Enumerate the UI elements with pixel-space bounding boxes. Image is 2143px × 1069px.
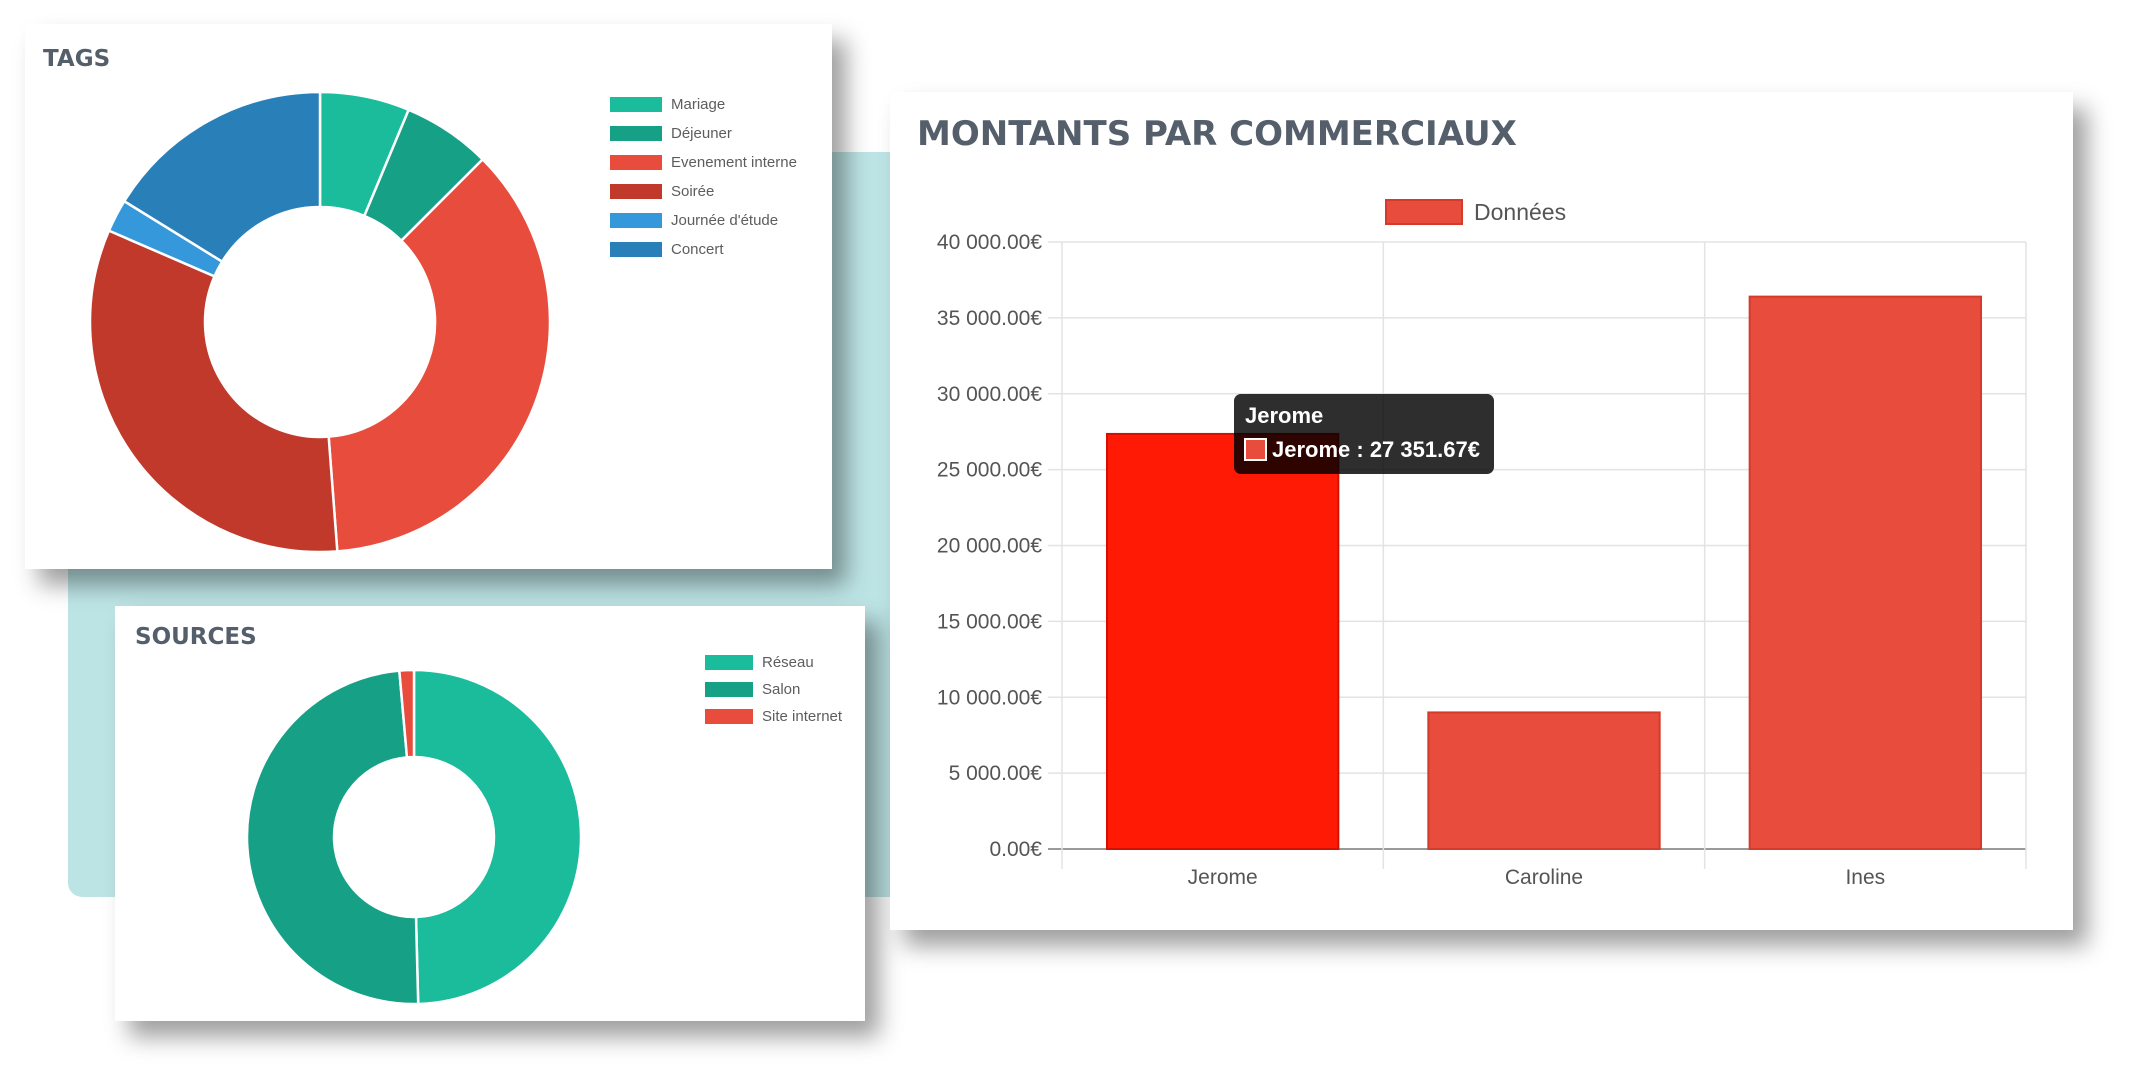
sources-card: SOURCES Réseau Salon Site internet — [115, 606, 865, 1021]
bar-caroline[interactable] — [1427, 711, 1661, 850]
tags-slice-concert[interactable] — [122, 90, 322, 264]
amounts-title: MONTANTS PAR COMMERCIAUX — [917, 114, 1517, 154]
tags-title: TAGS — [43, 46, 111, 72]
sources-legend-swatch — [705, 709, 753, 724]
tooltip-body: Jerome : 27 351.67€ — [1272, 437, 1480, 462]
tags-legend-label: Concert — [671, 241, 724, 258]
amounts-bar-chart[interactable]: 0.00€ 5 000.00€ 10 000.00€ 15 000.00€ 20 000… — [890, 92, 2073, 930]
x-tick-label: Ines — [1845, 866, 1885, 889]
y-tick-label: 10 000.00€ — [937, 686, 1042, 709]
tags-slice-soiree[interactable] — [88, 229, 339, 554]
sources-title: SOURCES — [135, 624, 257, 650]
sources-legend-swatch — [705, 682, 753, 697]
sources-legend-item-salon[interactable]: Salon — [705, 681, 800, 698]
tags-legend-swatch — [610, 126, 662, 141]
bar-jerome[interactable] — [1105, 432, 1340, 850]
y-tick-label: 35 000.00€ — [937, 307, 1042, 330]
tooltip-swatch — [1244, 438, 1267, 461]
sources-legend-label: Site internet — [762, 708, 843, 725]
sources-legend-item-reseau[interactable]: Réseau — [705, 654, 814, 671]
tags-legend-label: Evenement interne — [671, 154, 797, 171]
x-tick-label: Caroline — [1505, 866, 1583, 889]
tags-legend-swatch — [610, 155, 662, 170]
tooltip-title: Jerome — [1245, 403, 1323, 428]
y-tick-label: 15 000.00€ — [937, 610, 1042, 633]
sources-legend-swatch — [705, 655, 753, 670]
sources-legend-label: Salon — [762, 681, 801, 698]
amounts-card: MONTANTS PAR COMMERCIAUX 0.00€ 5 000.00€ 1… — [890, 92, 2073, 930]
tags-legend-item-concert[interactable]: Concert — [610, 241, 724, 258]
tags-donut-chart[interactable] — [25, 24, 832, 569]
sources-slice-site-internet[interactable] — [397, 668, 416, 759]
tags-legend-item-mariage[interactable]: Mariage — [610, 96, 725, 113]
tags-legend-swatch — [610, 97, 662, 112]
y-tick-label: 0.00€ — [989, 838, 1042, 861]
y-tick-label: 5 000.00€ — [949, 762, 1043, 785]
tags-legend-label: Soirée — [671, 183, 715, 200]
sources-slice-reseau[interactable] — [412, 668, 583, 1006]
sources-slice-salon[interactable] — [245, 669, 420, 1006]
x-tick-label: Jerome — [1188, 866, 1258, 889]
sources-legend-label: Réseau — [762, 654, 814, 671]
tags-legend-item-journee-d-etude[interactable]: Journée d'étude — [610, 212, 778, 229]
tags-legend-label: Mariage — [671, 96, 726, 113]
tags-slice-evenement-interne[interactable] — [327, 157, 552, 553]
y-tick-label: 20 000.00€ — [937, 535, 1042, 558]
y-tick-label: 25 000.00€ — [937, 459, 1042, 482]
y-tick-label: 30 000.00€ — [937, 383, 1042, 406]
bar-ines[interactable] — [1748, 295, 1983, 850]
bar-legend-swatch — [1385, 199, 1463, 225]
tags-legend-swatch — [610, 213, 662, 228]
y-tick-label: 40 000.00€ — [937, 231, 1042, 254]
tags-legend-item-dejeuner[interactable]: Déjeuner — [610, 125, 732, 142]
tags-legend-swatch — [610, 242, 662, 257]
tags-legend-item-soiree[interactable]: Soirée — [610, 183, 714, 200]
tags-legend-item-evenement-interne[interactable]: Evenement interne — [610, 154, 797, 171]
tags-legend-label: Journée d'étude — [671, 212, 779, 229]
tags-card: TAGS Mariage Déjeuner Evenement interne Soi… — [25, 24, 832, 569]
sources-donut-chart[interactable] — [115, 606, 865, 1021]
bar-legend-label: Données — [1474, 199, 1566, 225]
tooltip-box — [1234, 394, 1494, 474]
tags-legend-label: Déjeuner — [671, 125, 732, 142]
sources-legend-item-site-internet[interactable]: Site internet — [705, 708, 842, 725]
tags-legend-swatch — [610, 184, 662, 199]
